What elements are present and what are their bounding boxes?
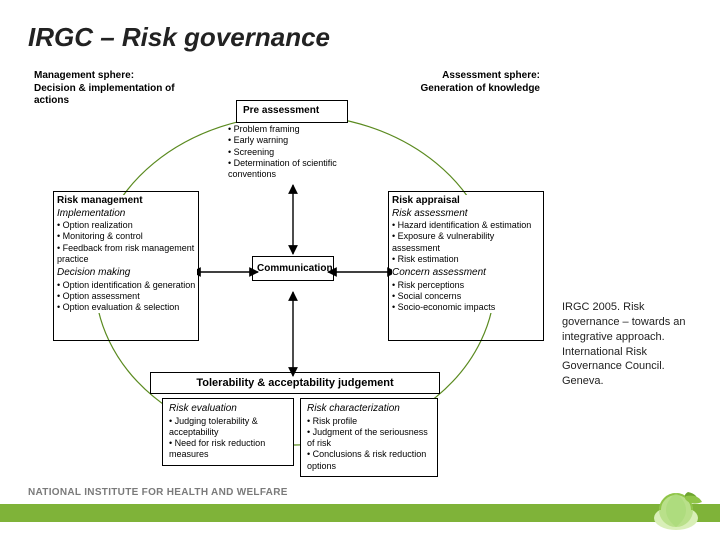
risk-management-block: Risk management Implementation Option re… (57, 195, 197, 313)
decision-making-label: Decision making (57, 267, 197, 280)
concern-bullets: Risk perceptionsSocial concernsSocio-eco… (392, 280, 542, 314)
pre-assessment-box: Pre assessment (236, 100, 348, 123)
risk-evaluation-bullets: Judging tolerability & acceptabilityNeed… (169, 416, 287, 461)
risk-characterization-label: Risk characterization (307, 403, 431, 416)
risk-evaluation-box: Risk evaluation Judging tolerability & a… (162, 398, 294, 466)
concern-assessment-label: Concern assessment (392, 267, 542, 280)
globe-icon (646, 484, 706, 532)
risk-management-title: Risk management (57, 195, 197, 208)
pre-assessment-bullets: Problem framingEarly warningScreeningDet… (228, 124, 358, 180)
risk-assessment-label: Risk assessment (392, 208, 542, 221)
communication-box: Communication (252, 256, 334, 281)
risk-assessment-bullets: Hazard identification & estimationExposu… (392, 220, 542, 265)
pre-assessment-title: Pre assessment (243, 105, 341, 118)
risk-appraisal-title: Risk appraisal (392, 195, 542, 208)
risk-characterization-box: Risk characterization Risk profileJudgme… (300, 398, 438, 477)
risk-appraisal-block: Risk appraisal Risk assessment Hazard id… (392, 195, 542, 313)
footer-org: NATIONAL INSTITUTE FOR HEALTH AND WELFAR… (28, 487, 288, 498)
risk-characterization-bullets: Risk profileJudgment of the seriousness … (307, 416, 431, 472)
page-title: IRGC – Risk governance (28, 22, 330, 53)
assessment-sphere-label: Assessment sphere:Generation of knowledg… (380, 70, 540, 95)
citation-text: IRGC 2005. Risk governance – towards an … (562, 300, 702, 389)
management-sphere-label: Management sphere:Decision & implementat… (34, 70, 204, 108)
implementation-label: Implementation (57, 208, 197, 221)
implementation-bullets: Option realizationMonitoring & controlFe… (57, 220, 197, 265)
tolerability-title-box: Tolerability & acceptability judgement (150, 372, 440, 394)
decision-bullets: Option identification & generationOption… (57, 280, 197, 314)
risk-evaluation-label: Risk evaluation (169, 403, 287, 416)
footer-bar (0, 504, 720, 522)
